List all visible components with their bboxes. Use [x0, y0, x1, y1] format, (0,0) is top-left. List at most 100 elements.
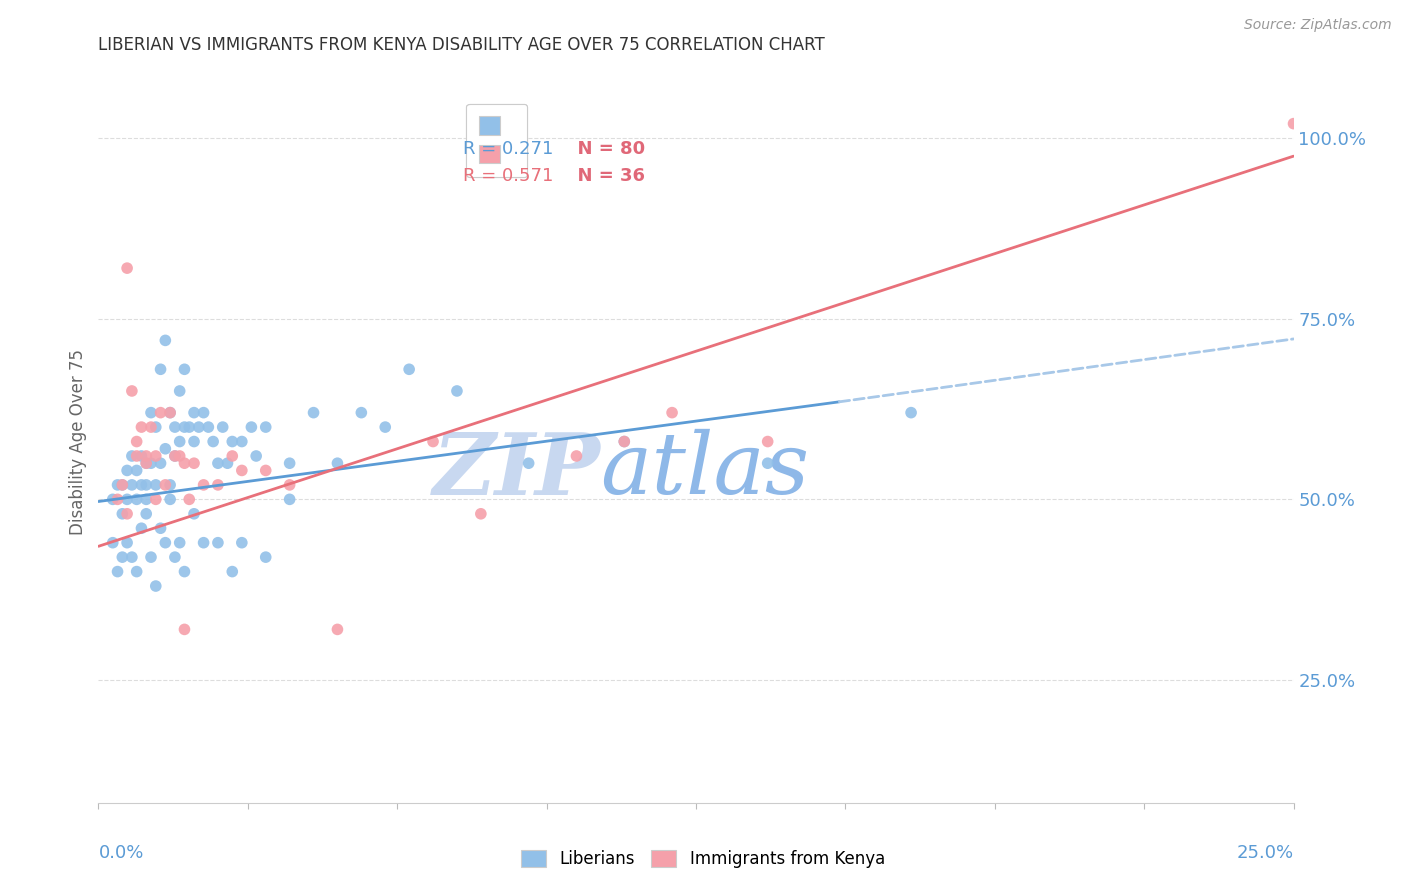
Point: [179, 420, 201, 434]
Point: [245, 449, 267, 463]
Point: [131, 521, 153, 535]
Point: [207, 478, 229, 492]
Point: [155, 535, 177, 549]
Point: [115, 535, 138, 549]
Point: [183, 434, 205, 449]
Text: Source: ZipAtlas.com: Source: ZipAtlas.com: [1244, 18, 1392, 32]
Text: ZIP: ZIP: [433, 429, 600, 512]
Point: [240, 420, 263, 434]
Point: [183, 507, 205, 521]
Point: [517, 456, 540, 470]
Point: [197, 420, 219, 434]
Point: [149, 362, 172, 376]
Point: [187, 420, 209, 434]
Point: [1282, 117, 1305, 131]
Point: [163, 550, 186, 565]
Point: [302, 406, 325, 420]
Point: [121, 478, 143, 492]
Point: [231, 535, 253, 549]
Point: [254, 420, 277, 434]
Point: [207, 456, 229, 470]
Point: [107, 478, 129, 492]
Point: [193, 406, 215, 420]
Point: [446, 384, 468, 398]
Point: [169, 535, 191, 549]
Point: [231, 463, 253, 477]
Point: [221, 434, 243, 449]
Point: [125, 434, 148, 449]
Point: [145, 449, 167, 463]
Point: [107, 492, 129, 507]
Point: [107, 565, 129, 579]
Point: [111, 507, 134, 521]
Point: [217, 456, 239, 470]
Point: [169, 449, 191, 463]
Point: [398, 362, 420, 376]
Text: R = 0.571: R = 0.571: [463, 167, 554, 185]
Point: [278, 456, 301, 470]
Point: [163, 449, 186, 463]
Point: [221, 449, 243, 463]
Point: [135, 456, 157, 470]
Point: [145, 478, 167, 492]
Point: [125, 463, 148, 477]
Point: [278, 492, 301, 507]
Point: [131, 478, 153, 492]
Point: [101, 492, 124, 507]
Text: 25.0%: 25.0%: [1236, 845, 1294, 863]
Point: [115, 261, 138, 276]
Point: [173, 623, 195, 637]
Point: [207, 535, 229, 549]
Point: [131, 420, 153, 434]
Point: [149, 521, 172, 535]
Y-axis label: Disability Age Over 75: Disability Age Over 75: [69, 349, 87, 534]
Point: [139, 456, 162, 470]
Text: LIBERIAN VS IMMIGRANTS FROM KENYA DISABILITY AGE OVER 75 CORRELATION CHART: LIBERIAN VS IMMIGRANTS FROM KENYA DISABI…: [98, 36, 825, 54]
Point: [125, 492, 148, 507]
Point: [613, 434, 636, 449]
Point: [211, 420, 233, 434]
Point: [173, 420, 195, 434]
Point: [278, 478, 301, 492]
Point: [145, 420, 167, 434]
Point: [193, 478, 215, 492]
Point: [145, 579, 167, 593]
Point: [145, 492, 167, 507]
Point: [756, 456, 779, 470]
Point: [202, 434, 225, 449]
Point: [326, 456, 349, 470]
Point: [135, 456, 157, 470]
Legend: Liberians, Immigrants from Kenya: Liberians, Immigrants from Kenya: [515, 843, 891, 875]
Point: [115, 463, 138, 477]
Point: [193, 535, 215, 549]
Point: [183, 406, 205, 420]
Point: [131, 449, 153, 463]
Point: [169, 384, 191, 398]
Point: [179, 492, 201, 507]
Point: [155, 442, 177, 456]
Point: [159, 406, 181, 420]
Point: [169, 434, 191, 449]
Text: R = 0.271: R = 0.271: [463, 140, 554, 158]
Point: [139, 420, 162, 434]
Point: [159, 406, 181, 420]
Point: [135, 449, 157, 463]
Point: [159, 492, 181, 507]
Point: [231, 434, 253, 449]
Point: [111, 478, 134, 492]
Point: [221, 565, 243, 579]
Point: [756, 434, 779, 449]
Point: [565, 449, 588, 463]
Point: [115, 492, 138, 507]
Point: [613, 434, 636, 449]
Point: [374, 420, 396, 434]
Point: [254, 550, 277, 565]
Point: [139, 550, 162, 565]
Point: [155, 478, 177, 492]
Point: [135, 478, 157, 492]
Point: [149, 406, 172, 420]
Point: [115, 507, 138, 521]
Point: [125, 565, 148, 579]
Point: [159, 478, 181, 492]
Point: [121, 384, 143, 398]
